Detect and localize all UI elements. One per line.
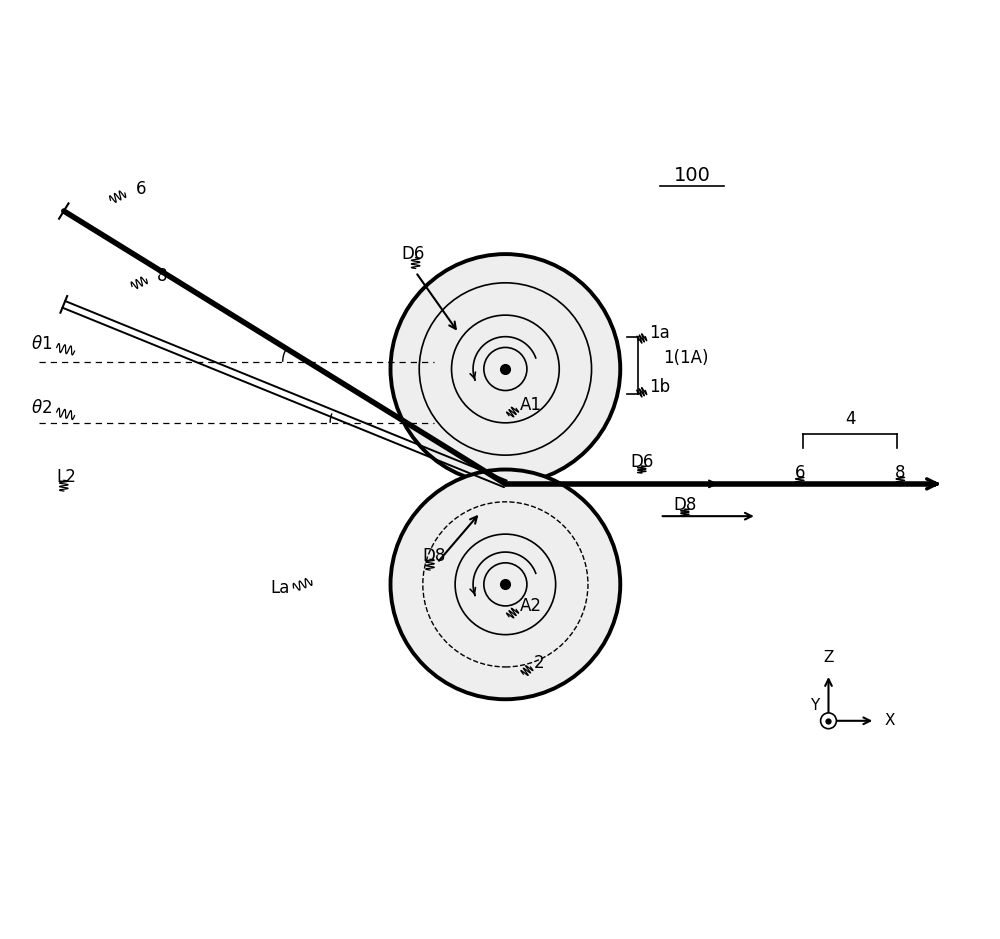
Text: 2: 2 (534, 654, 545, 672)
Text: X: X (884, 714, 895, 729)
Text: La: La (271, 579, 290, 597)
Text: 1(1A): 1(1A) (663, 349, 709, 367)
Text: 100: 100 (674, 165, 711, 185)
Circle shape (391, 470, 620, 700)
Circle shape (391, 254, 620, 484)
Text: 4: 4 (845, 410, 855, 428)
Text: L2: L2 (57, 468, 77, 485)
Text: A2: A2 (520, 597, 542, 615)
Text: 6: 6 (136, 180, 146, 198)
Text: D6: D6 (401, 245, 425, 263)
Text: D6: D6 (630, 454, 653, 471)
Text: $\theta$2: $\theta$2 (31, 399, 53, 418)
Text: 8: 8 (895, 464, 906, 482)
Text: A1: A1 (520, 396, 542, 414)
Text: 1b: 1b (649, 377, 670, 396)
Circle shape (821, 713, 836, 729)
Text: D8: D8 (673, 497, 697, 515)
Text: 8: 8 (157, 267, 168, 285)
Text: 1a: 1a (649, 324, 670, 342)
Text: Y: Y (810, 698, 820, 713)
Text: 6: 6 (795, 464, 805, 482)
Text: D8: D8 (423, 546, 446, 564)
Text: Z: Z (823, 650, 834, 665)
Text: $\theta$1: $\theta$1 (31, 335, 53, 353)
